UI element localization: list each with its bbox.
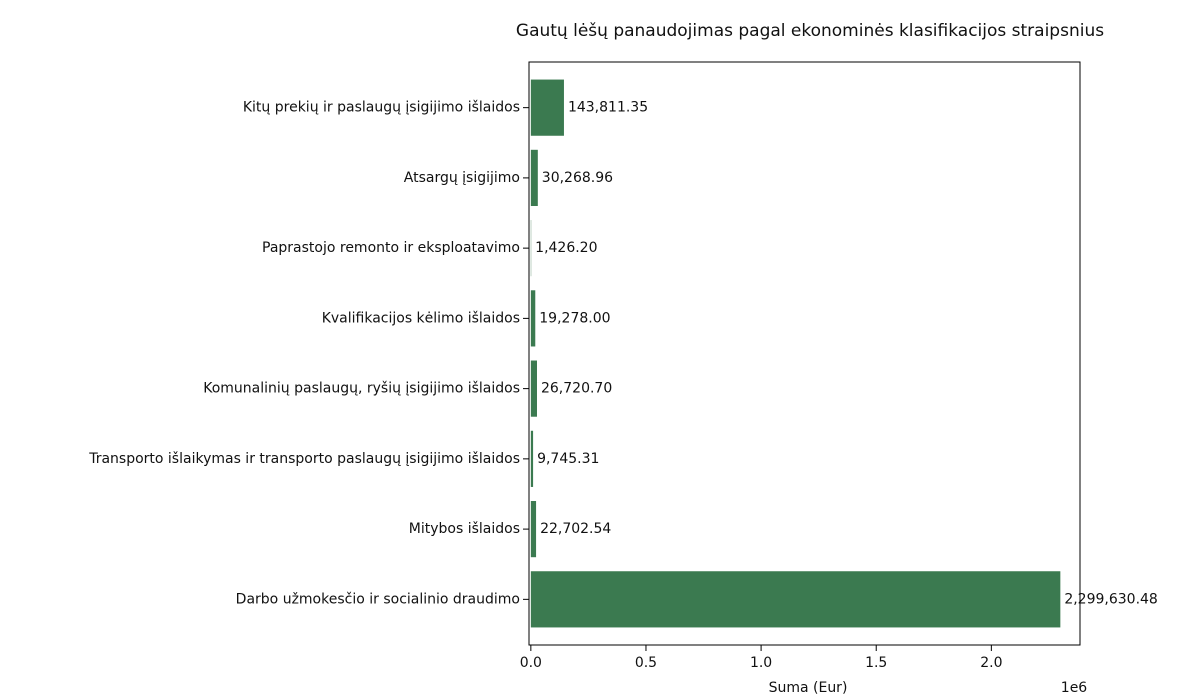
y-tick-label: Komunalinių paslaugų, ryšių įsigijimo iš… [203, 381, 520, 397]
bar [530, 290, 536, 347]
bar [530, 149, 538, 206]
y-tick-label: Atsargų įsigijimo [404, 170, 520, 186]
chart-title: Gautų lėšų panaudojimas pagal ekonominės… [516, 21, 1104, 41]
x-tick-label: 2.0 [980, 655, 1002, 671]
x-tick-label: 1.0 [750, 655, 772, 671]
y-tick-label: Mitybos išlaidos [409, 521, 520, 537]
value-label: 1,426.20 [535, 240, 597, 256]
x-axis-label: Suma (Eur) [769, 680, 848, 696]
offset-label: 1e6 [1061, 680, 1088, 696]
x-tick-label: 0.0 [520, 655, 542, 671]
y-tick-label: Transporto išlaikymas ir transporto pasl… [88, 451, 520, 467]
value-label: 30,268.96 [542, 170, 613, 186]
bar [530, 79, 564, 136]
y-tick-label: Kvalifikacijos kėlimo išlaidos [322, 310, 520, 326]
value-label: 26,720.70 [541, 381, 612, 397]
value-label: 19,278.00 [539, 310, 610, 326]
x-tick-label: 1.5 [865, 655, 887, 671]
value-label: 22,702.54 [540, 521, 611, 537]
y-tick-label: Paprastojo remonto ir eksploatavimo [262, 240, 520, 256]
y-tick-label: Darbo užmokesčio ir socialinio draudimo [236, 591, 520, 607]
x-tick-label: 0.5 [635, 655, 657, 671]
value-label: 2,299,630.48 [1064, 591, 1158, 607]
value-label: 143,811.35 [568, 100, 648, 116]
bar [530, 430, 534, 487]
plot-frame [528, 61, 1081, 646]
y-tick-label: Kitų prekių ir paslaugų įsigijimo išlaid… [243, 100, 520, 116]
bar [530, 360, 537, 417]
bar [530, 571, 1061, 628]
bar [530, 501, 537, 558]
value-label: 9,745.31 [537, 451, 599, 467]
